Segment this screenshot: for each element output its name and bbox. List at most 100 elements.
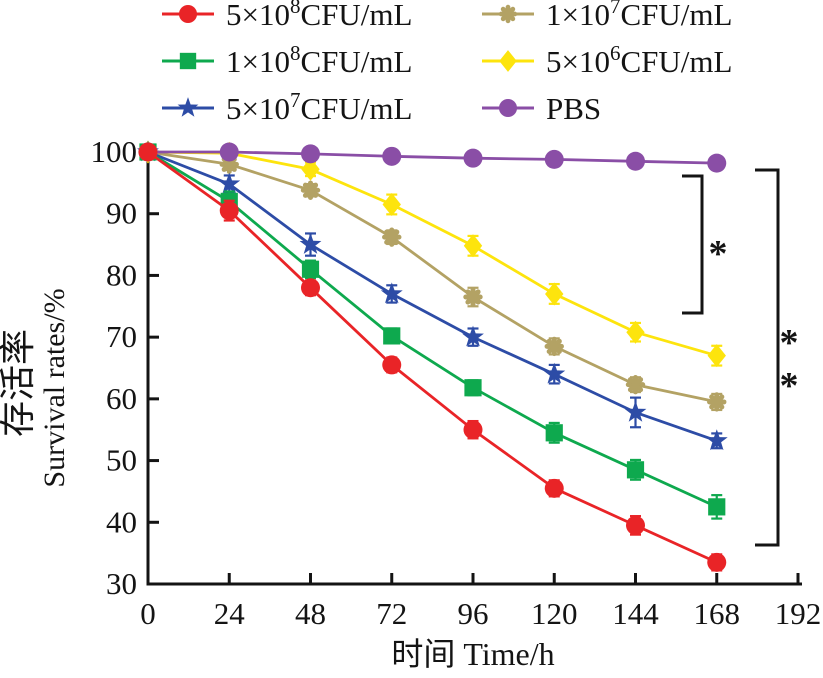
flower-marker <box>463 287 483 307</box>
series-line <box>147 150 718 443</box>
significance-bracket: * <box>682 174 728 315</box>
circle-marker <box>219 201 239 221</box>
circle-marker <box>463 420 483 440</box>
legend-item-5-10-cfu-ml: 5×106CFU/mL <box>482 41 732 79</box>
legend-label: 5×108CFU/mL <box>226 0 412 32</box>
circle-marker <box>178 4 198 24</box>
series-5-10-cfu-ml <box>137 140 728 451</box>
x-tick-label: 120 <box>531 596 578 631</box>
x-tick-label: 168 <box>694 596 741 631</box>
y-tick-label: 40 <box>106 504 137 539</box>
circle-marker <box>707 153 727 173</box>
legend-item-5-10-cfu-ml: 5×108CFU/mL <box>162 0 412 32</box>
square-marker <box>301 260 320 278</box>
series-1-10-cfu-ml <box>139 143 726 520</box>
circle-marker <box>138 142 158 162</box>
star-marker <box>624 400 647 422</box>
diamond-marker <box>707 344 726 368</box>
legend-item-pbs: PBS <box>482 91 601 126</box>
flower-marker <box>498 4 518 24</box>
legend-item-5-10-cfu-ml: 5×107CFU/mL <box>162 88 412 126</box>
legend-label: 5×106CFU/mL <box>546 41 732 79</box>
diamond-marker <box>545 282 564 306</box>
series-line <box>147 150 718 509</box>
y-tick-label: 100 <box>91 134 138 169</box>
square-marker <box>626 461 645 479</box>
star-marker <box>543 362 566 384</box>
series-line <box>147 150 718 564</box>
significance-brackets: *** <box>682 168 799 547</box>
flower-marker <box>707 392 727 412</box>
star-marker <box>177 97 199 117</box>
flower-marker <box>300 180 321 200</box>
star-marker <box>299 233 322 254</box>
circle-marker <box>382 146 402 166</box>
significance-star: * <box>780 365 799 407</box>
flower-marker <box>544 336 564 357</box>
x-tick-label: 24 <box>214 596 246 631</box>
axes: 30 40 50 60 70 80 90 100 0 24 48 72 96 120 144 168 192 <box>91 134 822 631</box>
diamond-marker <box>626 320 645 344</box>
y-tick-label: 80 <box>106 257 137 292</box>
legend-item-1-10-cfu-ml: 1×108CFU/mL <box>162 41 412 79</box>
circle-marker <box>382 355 402 375</box>
star-marker <box>462 325 484 347</box>
diamond-marker <box>463 234 483 258</box>
circle-marker <box>498 98 518 118</box>
y-axis-title-cn: 存活率 <box>0 329 38 437</box>
x-tick-label: 144 <box>612 596 659 631</box>
series-line <box>147 150 718 358</box>
series-layer <box>137 140 728 572</box>
y-tick-label: 30 <box>106 566 137 601</box>
circle-marker <box>626 515 645 535</box>
series-line <box>147 150 718 404</box>
circle-marker <box>219 142 239 162</box>
series-5-10-cfu-ml <box>138 140 726 368</box>
significance-star: * <box>780 322 799 364</box>
star-marker <box>218 172 241 194</box>
square-marker <box>708 498 726 516</box>
legend-label: 1×108CFU/mL <box>226 41 412 79</box>
significance-star: * <box>709 233 728 275</box>
star-marker <box>380 282 403 304</box>
y-tick-label: 90 <box>106 196 137 231</box>
circle-marker <box>463 148 483 168</box>
circle-marker <box>544 149 564 169</box>
x-tick-label: 192 <box>775 596 822 631</box>
star-marker <box>705 429 728 451</box>
bracket-line <box>755 168 780 547</box>
diamond-marker <box>382 192 401 216</box>
bracket-line <box>682 174 704 315</box>
flower-marker <box>382 227 402 247</box>
x-tick-label: 72 <box>376 596 407 631</box>
square-marker <box>383 327 401 345</box>
legend-item-1-10-cfu-ml: 1×107CFU/mL <box>482 0 732 32</box>
y-tick-label: 60 <box>106 381 137 416</box>
diamond-marker <box>499 50 517 72</box>
x-tick-label: 48 <box>295 596 326 631</box>
legend-label: PBS <box>546 91 601 126</box>
circle-marker <box>301 144 320 164</box>
square-marker <box>464 379 482 397</box>
circle-marker <box>707 552 727 572</box>
significance-bracket: ** <box>755 168 799 547</box>
circle-marker <box>626 151 645 171</box>
circle-marker <box>301 278 320 298</box>
legend: 5×108CFU/mL 1×108CFU/mL 5×107CFU/mL 1×107CF… <box>162 0 732 126</box>
circle-marker <box>544 478 564 498</box>
y-axis-title-en: Survival rates/% <box>38 288 71 487</box>
y-tick-label: 50 <box>106 443 137 478</box>
diamond-marker <box>301 157 320 181</box>
series-line <box>148 150 717 165</box>
square-marker <box>179 52 197 70</box>
flower-marker <box>625 374 646 395</box>
x-tick-label: 96 <box>458 596 489 631</box>
series-5-10-cfu-ml <box>138 142 727 572</box>
x-tick-label: 0 <box>140 596 156 631</box>
x-axis-title: 时间 Time/h <box>391 636 554 672</box>
legend-label: 1×107CFU/mL <box>546 0 732 32</box>
square-marker <box>545 424 563 442</box>
y-tick-label: 70 <box>106 319 137 354</box>
